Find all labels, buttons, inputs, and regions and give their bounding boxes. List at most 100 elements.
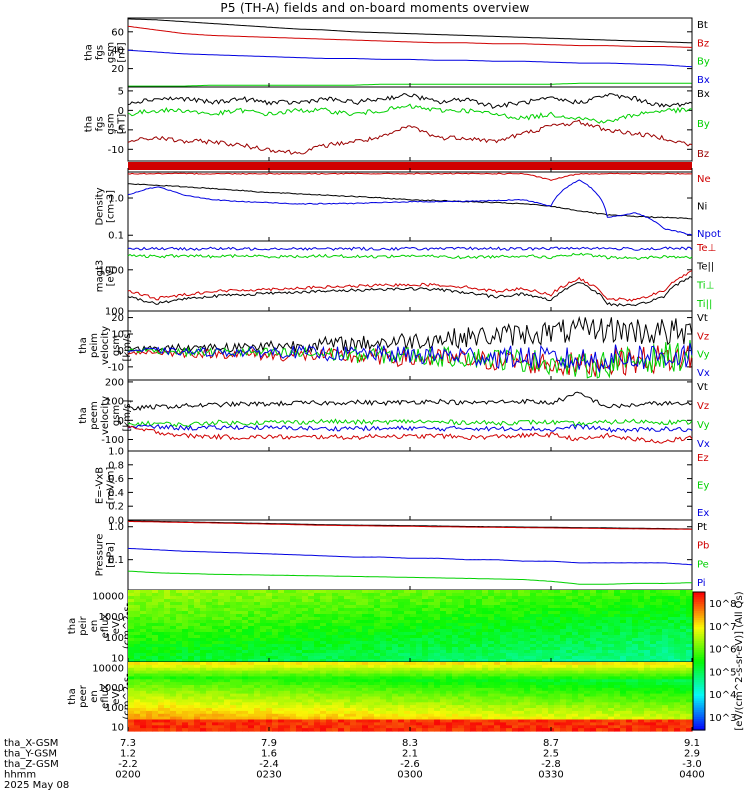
heatmap-cell-peer bbox=[482, 679, 489, 683]
heatmap-cell-peer bbox=[224, 676, 231, 680]
heatmap-cell-peer bbox=[296, 716, 303, 721]
heatmap-cell-peir bbox=[536, 620, 543, 624]
heatmap-cell-peir bbox=[668, 656, 675, 660]
heatmap-cell-peir bbox=[668, 632, 675, 636]
colorbar-segment bbox=[693, 647, 705, 651]
heatmap-cell-peir bbox=[260, 614, 267, 618]
heatmap-cell-peir bbox=[512, 653, 519, 657]
heatmap-cell-peer bbox=[614, 725, 621, 729]
heatmap-cell-peir bbox=[140, 626, 147, 630]
heatmap-cell-peir bbox=[620, 617, 627, 621]
heatmap-cell-peer bbox=[434, 722, 441, 726]
heatmap-cell-peer bbox=[536, 728, 543, 732]
heatmap-cell-peer bbox=[218, 676, 225, 680]
heatmap-cell-peer bbox=[416, 664, 423, 669]
heatmap-cell-peir bbox=[560, 596, 567, 600]
heatmap-cell-peer bbox=[422, 679, 429, 683]
heatmap-cell-peir bbox=[314, 638, 321, 642]
heatmap-cell-peir bbox=[284, 647, 291, 651]
heatmap-cell-peer bbox=[590, 713, 597, 718]
heatmap-cell-peer bbox=[632, 710, 639, 715]
heatmap-cell-peir bbox=[200, 653, 207, 657]
heatmap-cell-peir bbox=[440, 623, 447, 627]
heatmap-cell-peer bbox=[590, 705, 597, 709]
heatmap-cell-peir bbox=[620, 626, 627, 630]
heatmap-cell-peir bbox=[164, 635, 171, 639]
heatmap-cell-peer bbox=[206, 699, 213, 703]
heatmap-cell-peir bbox=[350, 632, 357, 636]
heatmap-cell-peer bbox=[446, 682, 453, 686]
heatmap-cell-peer bbox=[398, 662, 405, 666]
ytick-efield: 0.8 bbox=[108, 460, 124, 471]
heatmap-cell-peer bbox=[332, 713, 339, 718]
heatmap-cell-peer bbox=[260, 708, 267, 712]
heatmap-cell-peer bbox=[326, 662, 333, 666]
heatmap-cell-peir bbox=[536, 635, 543, 639]
heatmap-cell-peir bbox=[458, 617, 465, 621]
heatmap-cell-peir bbox=[524, 647, 531, 651]
heatmap-cell-peer bbox=[290, 725, 297, 729]
heatmap-cell-peer bbox=[362, 725, 369, 729]
heatmap-cell-peer bbox=[596, 699, 603, 703]
colorbar-tick: 10^7 bbox=[709, 622, 736, 633]
heatmap-cell-peir bbox=[626, 650, 633, 654]
heatmap-cell-peir bbox=[128, 605, 135, 609]
heatmap-cell-peer bbox=[506, 693, 513, 698]
heatmap-cell-peer bbox=[518, 708, 525, 712]
heatmap-cell-peer bbox=[446, 699, 453, 703]
heatmap-cell-peer bbox=[638, 690, 645, 695]
heatmap-cell-peer bbox=[176, 690, 183, 695]
heatmap-cell-peer bbox=[452, 662, 459, 666]
heatmap-cell-peer bbox=[440, 722, 447, 726]
heatmap-cell-peer bbox=[290, 676, 297, 680]
heatmap-cell-peir bbox=[632, 653, 639, 657]
heatmap-cell-peer bbox=[380, 708, 387, 712]
heatmap-cell-peir bbox=[524, 617, 531, 621]
heatmap-cell-peer bbox=[332, 670, 339, 675]
heatmap-cell-peer bbox=[608, 716, 615, 721]
heatmap-cell-peir bbox=[536, 596, 543, 600]
heatmap-cell-peir bbox=[548, 638, 555, 642]
heatmap-cell-peir bbox=[218, 617, 225, 621]
heatmap-cell-peer bbox=[368, 685, 375, 689]
heatmap-cell-peir bbox=[140, 635, 147, 639]
heatmap-cell-peir bbox=[686, 656, 693, 660]
heatmap-cell-peir bbox=[344, 620, 351, 624]
heatmap-cell-peir bbox=[272, 656, 279, 660]
heatmap-cell-peir bbox=[350, 647, 357, 651]
heatmap-cell-peer bbox=[128, 682, 135, 686]
heatmap-cell-peir bbox=[140, 614, 147, 618]
heatmap-cell-peer bbox=[308, 725, 315, 729]
ylabel-peim_vel: tha peim velocity gsm [km/s] bbox=[78, 326, 133, 365]
heatmap-cell-peer bbox=[218, 725, 225, 729]
heatmap-cell-peer bbox=[536, 693, 543, 698]
heatmap-cell-peer bbox=[308, 716, 315, 721]
heatmap-cell-peir bbox=[632, 611, 639, 615]
heatmap-cell-peer bbox=[632, 728, 639, 732]
heatmap-cell-peir bbox=[278, 608, 285, 612]
heatmap-cell-peir bbox=[662, 623, 669, 627]
heatmap-cell-peer bbox=[446, 685, 453, 689]
heatmap-cell-peir bbox=[560, 638, 567, 642]
heatmap-cell-peer bbox=[206, 696, 213, 700]
heatmap-cell-peer bbox=[446, 667, 453, 672]
heatmap-cell-peir bbox=[668, 626, 675, 630]
heatmap-cell-peir bbox=[260, 605, 267, 609]
heatmap-cell-peir bbox=[500, 596, 507, 600]
heatmap-cell-peir bbox=[404, 653, 411, 657]
heatmap-cell-peir bbox=[230, 605, 237, 609]
heatmap-cell-peer bbox=[320, 664, 327, 669]
heatmap-cell-peir bbox=[620, 614, 627, 618]
heatmap-cell-peer bbox=[188, 708, 195, 712]
heatmap-cell-peer bbox=[266, 705, 273, 709]
heatmap-cell-peer bbox=[524, 699, 531, 703]
heatmap-cell-peir bbox=[590, 659, 597, 663]
heatmap-cell-peer bbox=[506, 708, 513, 712]
heatmap-cell-peir bbox=[608, 656, 615, 660]
heatmap-cell-peer bbox=[344, 702, 351, 706]
heatmap-cell-peir bbox=[224, 608, 231, 612]
heatmap-cell-peir bbox=[260, 602, 267, 606]
heatmap-cell-peer bbox=[212, 728, 219, 732]
heatmap-cell-peir bbox=[488, 626, 495, 630]
heatmap-cell-peir bbox=[236, 644, 243, 648]
